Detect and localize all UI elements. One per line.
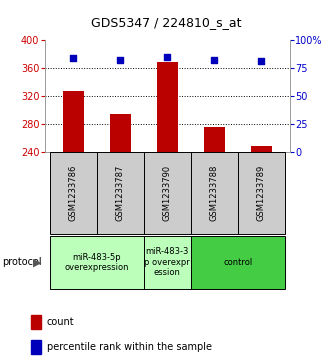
Bar	[31, 340, 41, 354]
Text: GDS5347 / 224810_s_at: GDS5347 / 224810_s_at	[91, 16, 242, 29]
Point	[212, 57, 217, 63]
Text: GSM1233787: GSM1233787	[116, 165, 125, 221]
Text: percentile rank within the sample: percentile rank within the sample	[47, 342, 211, 352]
Bar	[63, 91, 84, 152]
Point	[165, 54, 170, 60]
Bar	[251, 146, 272, 152]
Text: control: control	[223, 258, 252, 267]
Bar	[144, 152, 191, 234]
Bar	[157, 62, 178, 152]
Bar	[191, 236, 285, 289]
Bar	[50, 236, 144, 289]
Text: ▶: ▶	[33, 257, 41, 267]
Bar	[31, 315, 41, 329]
Bar	[50, 152, 97, 234]
Bar	[238, 152, 285, 234]
Point	[118, 57, 123, 63]
Text: GSM1233790: GSM1233790	[163, 165, 172, 221]
Bar	[97, 152, 144, 234]
Text: miR-483-5p
overexpression: miR-483-5p overexpression	[65, 253, 129, 272]
Bar	[110, 114, 131, 152]
Text: protocol: protocol	[2, 257, 41, 267]
Text: GSM1233788: GSM1233788	[210, 165, 219, 221]
Text: GSM1233789: GSM1233789	[257, 165, 266, 221]
Text: miR-483-3
p overexpr
ession: miR-483-3 p overexpr ession	[145, 247, 190, 277]
Bar	[191, 152, 238, 234]
Bar	[144, 236, 191, 289]
Point	[259, 58, 264, 64]
Bar	[204, 127, 225, 152]
Text: GSM1233786: GSM1233786	[69, 165, 78, 221]
Point	[71, 55, 76, 61]
Text: count: count	[47, 317, 74, 327]
